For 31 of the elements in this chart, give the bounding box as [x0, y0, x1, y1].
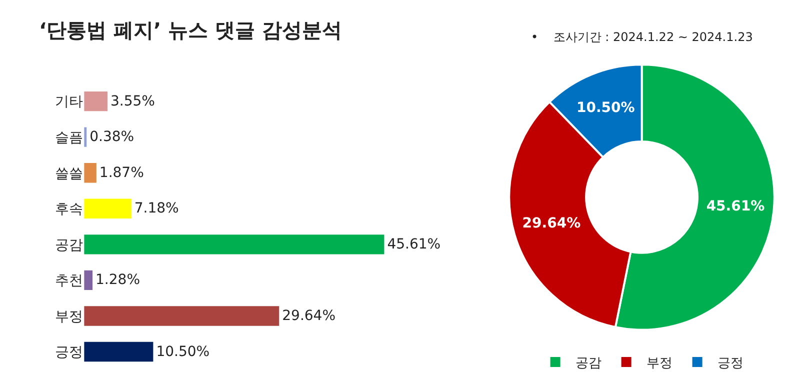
data-label: 45.61%: [706, 198, 765, 215]
data-label: 10.50%: [576, 100, 635, 116]
y-tick-label: 후속: [55, 202, 84, 218]
legend-label: 긍정: [717, 356, 744, 372]
y-tick-label: 슬픔: [55, 130, 84, 146]
data-label: 45.61%: [387, 236, 441, 252]
data-label: 7.18%: [134, 200, 179, 217]
legend-label: 공감: [575, 356, 602, 372]
chart-subtitle: • 조사기간 : 2024.1.22 ~ 2024.1.23: [531, 30, 753, 44]
y-tick-label: 쓸쓸: [55, 166, 84, 182]
bar: [84, 163, 96, 183]
data-label: 0.38%: [90, 129, 134, 146]
y-tick-label: 긍정: [55, 344, 84, 361]
legend-label: 부정: [646, 356, 672, 372]
bar: [84, 306, 280, 326]
data-label: 29.64%: [522, 216, 581, 232]
y-tick-label: 부정: [55, 308, 84, 325]
y-tick-label: 공감: [55, 237, 84, 254]
bar: [84, 91, 108, 112]
bar: [84, 270, 93, 290]
chart-title: ‘단통법 폐지’ 뉴스 댓글 감성분석: [39, 18, 342, 42]
y-tick-label: 추천: [55, 273, 84, 290]
data-label: 29.64%: [282, 308, 336, 324]
bar: [84, 234, 384, 254]
bar: [84, 198, 132, 218]
data-label: 3.55%: [110, 93, 155, 110]
data-label: 1.87%: [99, 164, 144, 181]
data-label: 10.50%: [156, 344, 210, 360]
data-label: 1.28%: [96, 272, 140, 288]
bar: [84, 342, 154, 362]
y-tick-label: 기타: [55, 94, 84, 110]
